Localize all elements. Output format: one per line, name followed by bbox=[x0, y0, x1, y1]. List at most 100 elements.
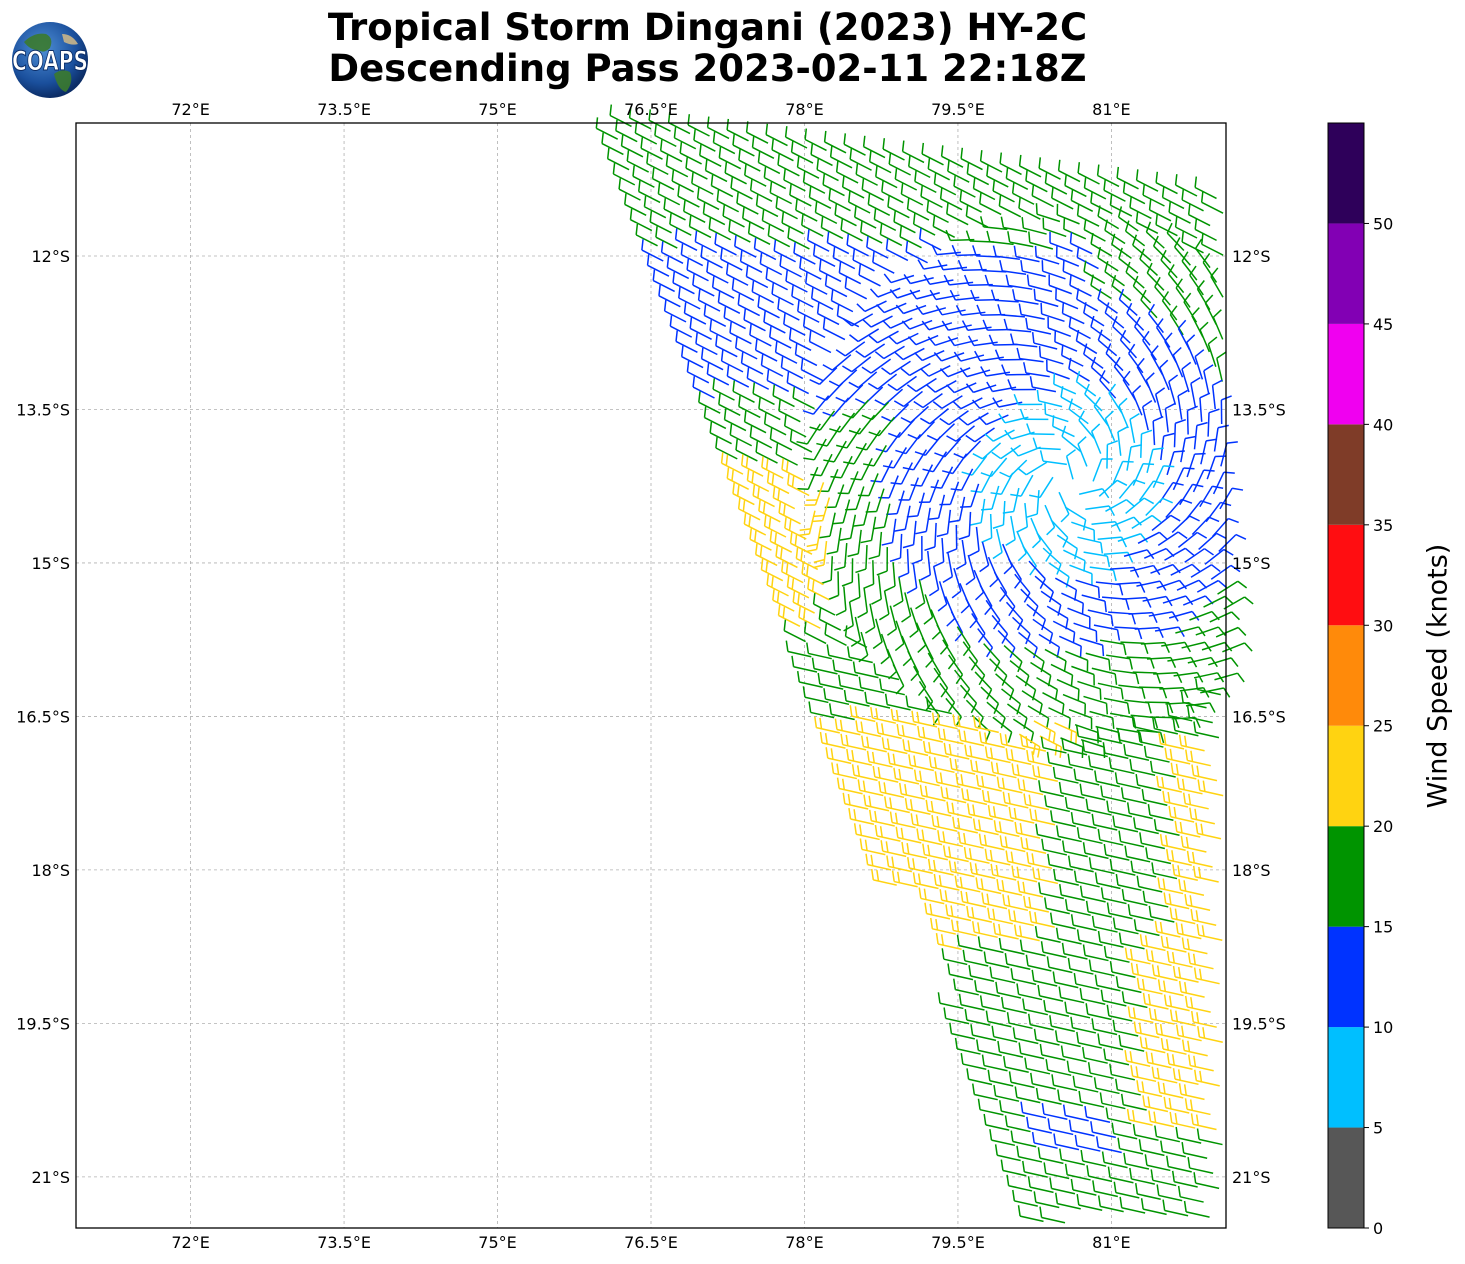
wind-barb bbox=[916, 828, 943, 846]
wind-barb bbox=[695, 332, 718, 356]
wind-barb bbox=[994, 349, 1024, 361]
wind-barb bbox=[691, 172, 714, 195]
wind-barb bbox=[945, 904, 972, 922]
wind-barb bbox=[875, 722, 902, 740]
wind-barb bbox=[965, 383, 997, 394]
wind-barb bbox=[802, 686, 829, 704]
wind-barb bbox=[984, 429, 1015, 442]
wind-barb bbox=[767, 224, 791, 248]
wind-barb bbox=[703, 406, 727, 430]
wind-barb bbox=[1117, 426, 1129, 456]
wind-barb bbox=[1140, 429, 1153, 458]
wind-barb bbox=[972, 818, 999, 836]
wind-barb bbox=[956, 934, 983, 952]
wind-barb bbox=[1148, 198, 1172, 222]
wind-barb bbox=[1117, 1137, 1144, 1155]
wind-barb bbox=[1151, 862, 1178, 880]
wind-barb bbox=[1186, 850, 1213, 868]
wind-barb bbox=[1079, 885, 1106, 903]
wind-barb bbox=[1044, 795, 1070, 813]
wind-barb bbox=[1006, 1174, 1033, 1192]
wind-barb bbox=[1122, 181, 1146, 205]
wind-barb bbox=[1124, 699, 1152, 714]
wind-barb bbox=[992, 922, 1019, 940]
wind-barb bbox=[809, 367, 838, 385]
wind-barb bbox=[949, 1022, 975, 1040]
wind-barb bbox=[997, 1040, 1024, 1058]
wind-barb bbox=[950, 611, 964, 642]
wind-barb bbox=[760, 558, 784, 582]
wind-barb bbox=[1019, 408, 1049, 421]
wind-barb bbox=[868, 150, 892, 174]
wind-barb bbox=[981, 789, 1008, 807]
wind-barb bbox=[649, 210, 672, 234]
wind-barb bbox=[926, 380, 957, 393]
wind-barb bbox=[1101, 596, 1130, 610]
wind-barb bbox=[1130, 962, 1157, 980]
wind-barb bbox=[740, 454, 764, 477]
wind-barb bbox=[686, 360, 710, 384]
wind-barb bbox=[1015, 675, 1037, 701]
wind-barb bbox=[1139, 1036, 1166, 1054]
wind-barb bbox=[876, 547, 888, 576]
wind-barb bbox=[749, 425, 773, 449]
wind-barb bbox=[936, 624, 949, 655]
wind-barb bbox=[641, 239, 664, 262]
wind-barb bbox=[994, 1144, 1021, 1162]
wind-barb bbox=[948, 496, 966, 523]
wind-barb bbox=[794, 343, 818, 367]
wind-barb bbox=[1073, 622, 1098, 642]
wind-barb bbox=[881, 360, 911, 376]
wind-barb bbox=[838, 674, 864, 692]
wind-barb bbox=[1075, 329, 1098, 355]
wind-barb bbox=[1158, 481, 1184, 504]
wind-barb bbox=[1078, 410, 1096, 440]
wind-barb bbox=[724, 161, 747, 185]
wind-barb bbox=[1133, 1021, 1160, 1039]
wind-barb bbox=[1020, 836, 1047, 854]
wind-barb bbox=[1002, 1056, 1029, 1074]
wind-barb bbox=[900, 362, 931, 377]
wind-barb bbox=[1028, 560, 1046, 589]
wind-barb bbox=[1135, 169, 1159, 192]
wind-barb bbox=[1064, 796, 1091, 814]
wind-barb bbox=[1206, 455, 1227, 480]
wind-barb bbox=[658, 284, 681, 308]
wind-barb bbox=[823, 130, 847, 154]
wind-barb bbox=[1005, 167, 1029, 190]
wind-barb bbox=[1197, 779, 1224, 797]
wind-barb bbox=[749, 323, 772, 347]
wind-barb bbox=[1088, 959, 1115, 977]
wind-barb bbox=[998, 194, 1022, 218]
wind-barb bbox=[1179, 483, 1204, 506]
wind-barb bbox=[894, 505, 911, 532]
wind-barb bbox=[1013, 393, 1043, 406]
wind-barb bbox=[692, 376, 715, 399]
wind-barb bbox=[1100, 785, 1127, 803]
wind-barb bbox=[732, 482, 755, 506]
wind-barb bbox=[1112, 669, 1140, 685]
wind-barb bbox=[1008, 909, 1034, 927]
wind-barb bbox=[902, 739, 929, 757]
wind-barb bbox=[675, 330, 698, 354]
wind-barb bbox=[890, 708, 917, 726]
wind-barb bbox=[763, 412, 787, 436]
colorbar-tick-label: 35 bbox=[1373, 516, 1393, 535]
wind-barb bbox=[853, 823, 880, 841]
wind-barb bbox=[866, 236, 889, 259]
x-tick-label-top: 78°E bbox=[785, 100, 823, 119]
wind-barb bbox=[949, 289, 980, 301]
wind-barb bbox=[1054, 1030, 1081, 1048]
wind-barb bbox=[901, 319, 933, 330]
wind-barb bbox=[620, 134, 644, 158]
wind-barb bbox=[834, 718, 861, 736]
wind-barb bbox=[1174, 820, 1201, 838]
wind-barb bbox=[976, 1039, 1002, 1057]
wind-barb bbox=[730, 177, 753, 200]
wind-barb bbox=[1123, 743, 1150, 761]
wind-barb bbox=[740, 352, 764, 375]
y-tick-label-right: 21°S bbox=[1232, 1168, 1271, 1187]
wind-barb bbox=[818, 259, 842, 283]
wind-barb bbox=[1181, 1039, 1208, 1057]
wind-barb bbox=[1174, 216, 1198, 239]
